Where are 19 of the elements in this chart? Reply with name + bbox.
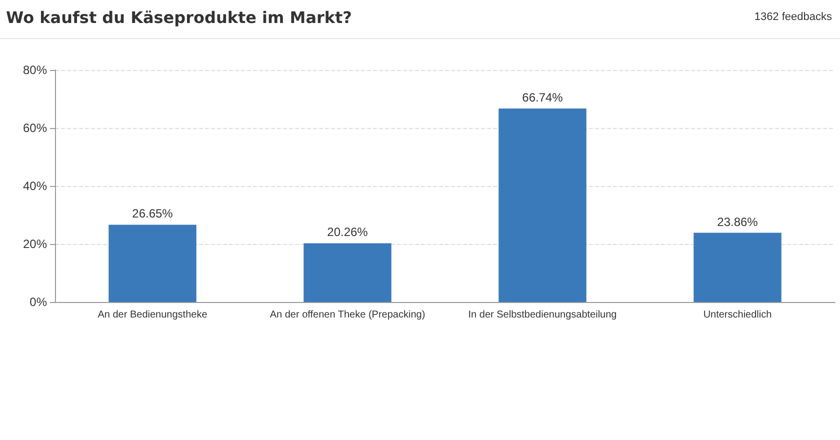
chart-title: Wo kaufst du Käseprodukte im Markt? [6,8,352,27]
bar [304,243,392,302]
data-label: 23.86% [717,214,758,229]
x-tick-label: In der Selbstbedienungsabteilung [468,310,617,320]
text: 1362 feedbacks [754,11,832,23]
x-tick-label: An der Bedienungstheke [98,310,208,320]
data-label: 20.26% [327,225,368,240]
data-label: 66.74% [522,90,564,104]
y-tick-label: 40% [22,179,48,193]
y-tick-label: 60% [22,121,48,135]
bar [498,108,586,302]
y-tick-label: 80% [22,63,48,77]
x-tick-label: Unterschiedlich [703,310,772,320]
bar [108,224,196,302]
data-label: 26.65% [132,206,174,221]
y-tick-label: 20% [22,237,48,251]
x-tick-label: An der offenen Theke (Prepacking) [270,310,426,320]
y-tick-label: 0% [30,295,48,309]
bar [694,232,782,302]
